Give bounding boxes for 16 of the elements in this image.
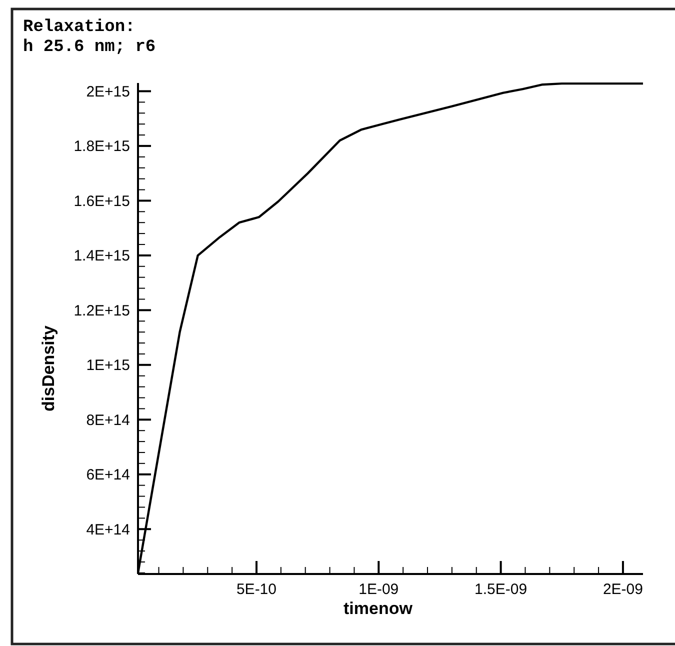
y-tick-label: 1.6E+15 (74, 192, 130, 210)
y-tick-label: 1.4E+15 (74, 248, 130, 265)
y-tick-label: 6E+14 (86, 466, 130, 484)
y-tick-label: 1E+15 (86, 357, 130, 374)
x-tick-label: 1.5E-09 (474, 581, 528, 598)
x-tick-label: 5E-10 (236, 581, 277, 598)
y-tick-label: 2E+15 (86, 83, 130, 100)
x-axis-title: timenow (344, 599, 414, 618)
y-tick-label: 1.2E+15 (74, 302, 130, 320)
y-tick-label: 8E+14 (86, 412, 130, 429)
x-tick-label: 2E-09 (602, 581, 643, 598)
y-tick-label: 4E+14 (86, 521, 130, 538)
y-axis-title: disDensity (39, 324, 58, 412)
chart-title: Relaxation: h 25.6 nm; r6 (23, 18, 156, 57)
x-tick-label: 1E-09 (358, 581, 399, 598)
y-tick-label: 1.8E+15 (74, 138, 130, 156)
